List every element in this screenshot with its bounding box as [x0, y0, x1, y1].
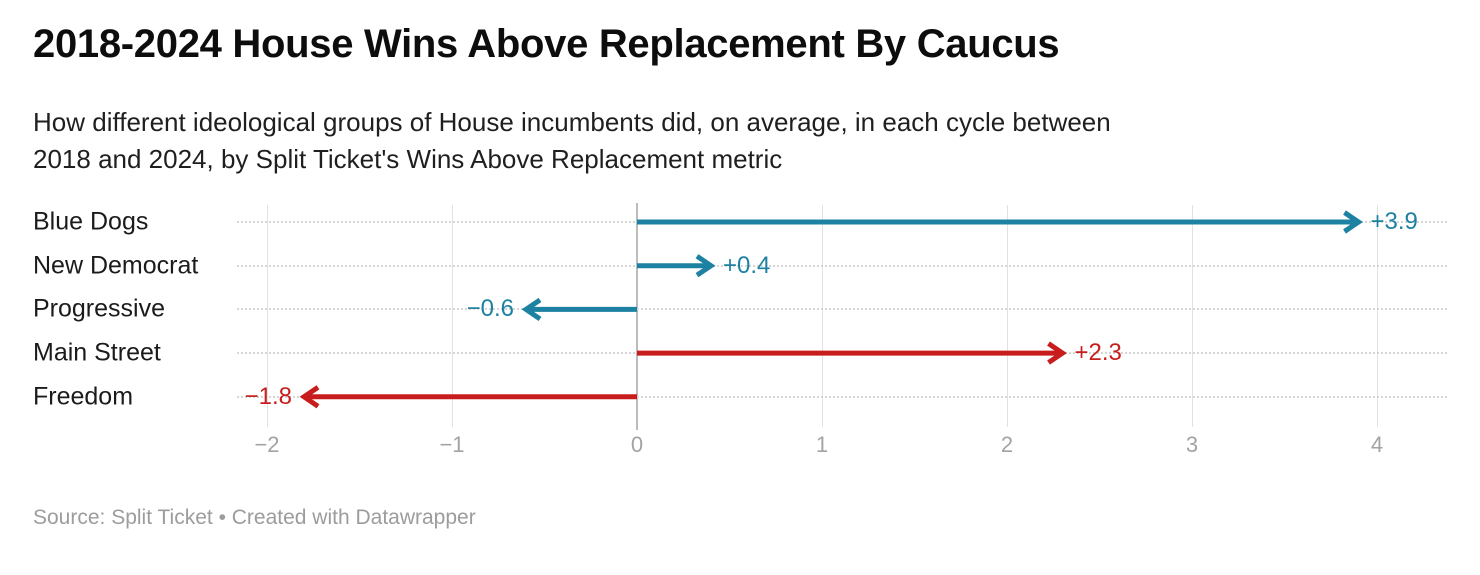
- zero-baseline: [636, 203, 638, 430]
- subtitle-line-1: How different ideological groups of Hous…: [33, 107, 1111, 137]
- row-guide-dotted-line: [237, 264, 1447, 267]
- value-label: −0.6: [466, 295, 514, 323]
- gridline: [1191, 205, 1193, 427]
- row-guide-dotted-line: [237, 352, 1447, 355]
- category-label: New Democrat: [33, 251, 199, 280]
- gridline: [821, 205, 823, 427]
- x-axis-tick-label: 0: [630, 432, 644, 457]
- source-note: Source: Split Ticket • Created with Data…: [33, 506, 476, 529]
- category-label: Main Street: [33, 338, 161, 367]
- x-axis-tick-label: −2: [254, 432, 280, 457]
- x-axis-tick-label: −1: [439, 432, 465, 457]
- value-label: −1.8: [244, 382, 292, 410]
- gridline: [1006, 205, 1008, 427]
- category-label: Blue Dogs: [33, 207, 149, 236]
- chart-title: 2018-2024 House Wins Above Replacement B…: [33, 22, 1060, 67]
- x-axis-tick-label: 4: [1370, 432, 1384, 457]
- x-axis-tick-label: 3: [1185, 432, 1199, 457]
- chart-subtitle: How different ideological groups of Hous…: [33, 104, 1111, 178]
- chart-title-text: 2018-2024 House Wins Above Replacement B…: [33, 22, 1060, 66]
- row-guide-dotted-line: [237, 395, 1447, 398]
- category-label: Progressive: [33, 294, 165, 323]
- gridline: [451, 205, 453, 427]
- x-axis-tick-label: 1: [815, 432, 829, 457]
- gridline: [1376, 205, 1378, 427]
- category-label: Freedom: [33, 382, 134, 411]
- subtitle-line-2: 2018 and 2024, by Split Ticket's Wins Ab…: [33, 144, 783, 174]
- value-label: +2.3: [1074, 339, 1122, 367]
- row-guide-dotted-line: [237, 308, 1447, 311]
- gridline: [266, 205, 268, 427]
- x-axis-tick-label: 2: [1000, 432, 1014, 457]
- row-guide-dotted-line: [237, 221, 1447, 223]
- value-label: +0.4: [723, 251, 771, 279]
- value-label: +3.9: [1370, 208, 1418, 235]
